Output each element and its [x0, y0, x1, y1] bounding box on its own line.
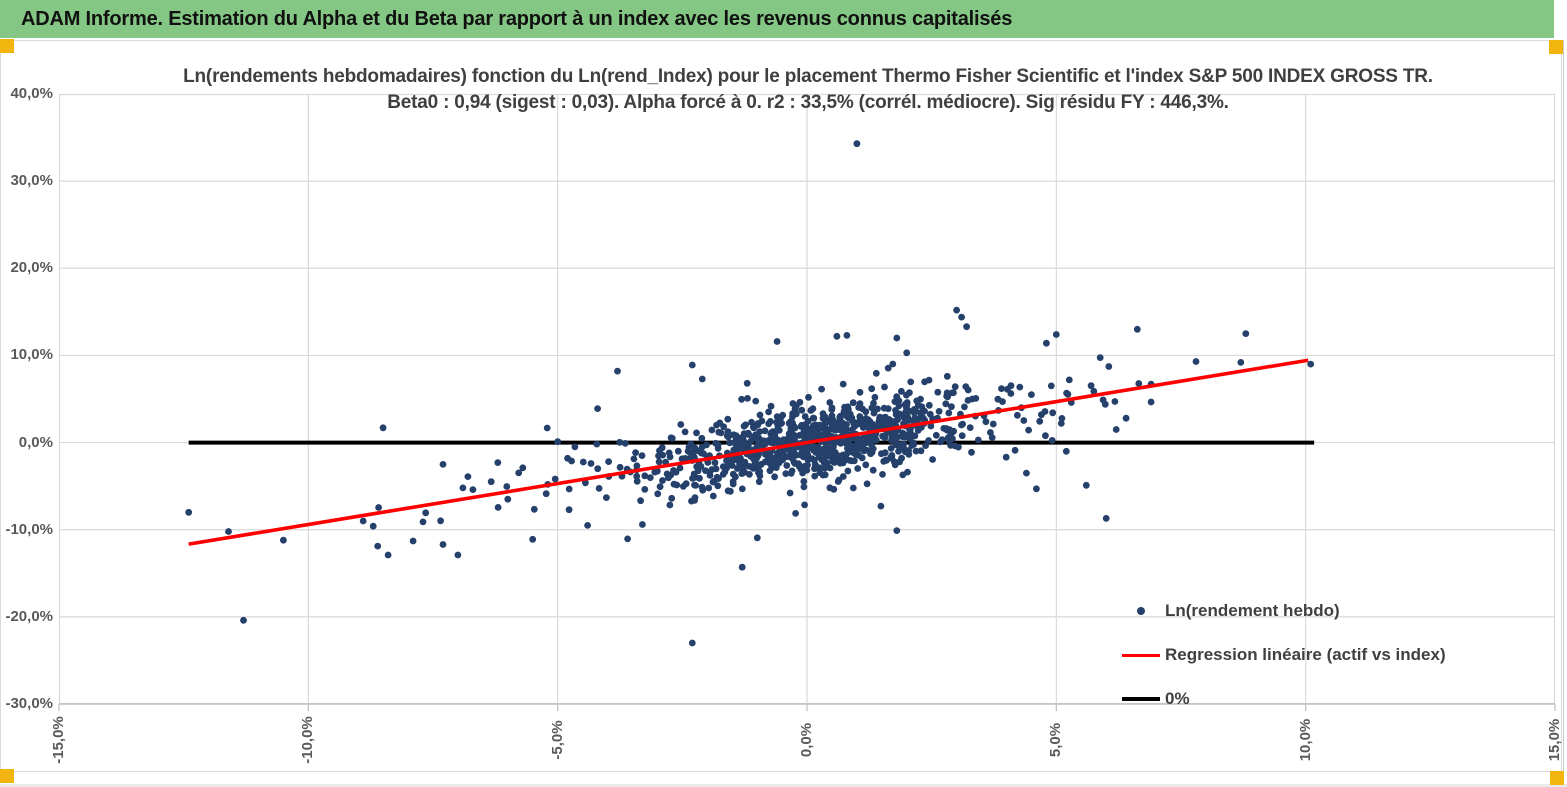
legend-item-scatter[interactable]: Ln(rendement hebdo): [1121, 589, 1446, 633]
y-tick-label: 0,0%: [18, 433, 53, 451]
x-tick-label: -5,0%: [548, 720, 566, 760]
x-tick-label: 0,0%: [798, 722, 815, 758]
chart-title[interactable]: Ln(rendements hebdomadaires) fonction du…: [61, 64, 1555, 116]
chart-right-edge: [1563, 40, 1564, 772]
legend-item-regression[interactable]: Regression linéaire (actif vs index): [1121, 633, 1446, 677]
y-tick-label: -30,0%: [5, 695, 53, 712]
legend-label-scatter: Ln(rendement hebdo): [1165, 601, 1340, 620]
chart-title-line2: Beta0 : 0,94 (sigest : 0,03). Alpha forc…: [387, 92, 1229, 113]
x-tick-label: 15,0%: [1546, 718, 1563, 762]
plot-area[interactable]: [58, 93, 1556, 711]
y-tick-label: -20,0%: [5, 607, 53, 625]
scatter-points: [185, 140, 1315, 647]
header-title: ADAM Informe. Estimation du Alpha et du …: [21, 8, 1013, 30]
scatter-marker-icon: [1121, 607, 1161, 615]
y-tick-label: 10,0%: [10, 346, 53, 364]
y-tick-label: 30,0%: [10, 172, 53, 190]
x-tick-label: -10,0%: [299, 716, 317, 764]
header-bar: ADAM Informe. Estimation du Alpha et du …: [0, 0, 1554, 38]
y-tick-label: -10,0%: [5, 520, 53, 538]
selection-handle-bottom-left[interactable]: [0, 769, 14, 783]
chart-object[interactable]: Ln(rendements hebdomadaires) fonction du…: [0, 40, 1563, 772]
chart-title-line1: Ln(rendements hebdomadaires) fonction du…: [183, 66, 1433, 87]
y-tick-label: 40,0%: [10, 85, 53, 102]
y-tick-label: 20,0%: [10, 259, 53, 277]
legend-item-zero[interactable]: 0%: [1121, 677, 1446, 721]
legend[interactable]: Ln(rendement hebdo) Regression linéaire …: [1121, 589, 1446, 721]
legend-label-regression: Regression linéaire (actif vs index): [1165, 645, 1446, 664]
legend-label-zero: 0%: [1165, 689, 1190, 708]
selection-handle-bottom-right[interactable]: [1550, 771, 1564, 785]
x-tick-label: -15,0%: [50, 716, 67, 764]
regression-line: [188, 358, 1309, 546]
selection-handle-top-right[interactable]: [1549, 40, 1563, 54]
zero-line-icon: [1121, 697, 1161, 701]
regression-line-icon: [1121, 653, 1161, 657]
selection-handle-top-left[interactable]: [0, 39, 14, 53]
screen-bottom-edge: [0, 784, 1567, 787]
x-tick-label: 5,0%: [1047, 722, 1065, 758]
